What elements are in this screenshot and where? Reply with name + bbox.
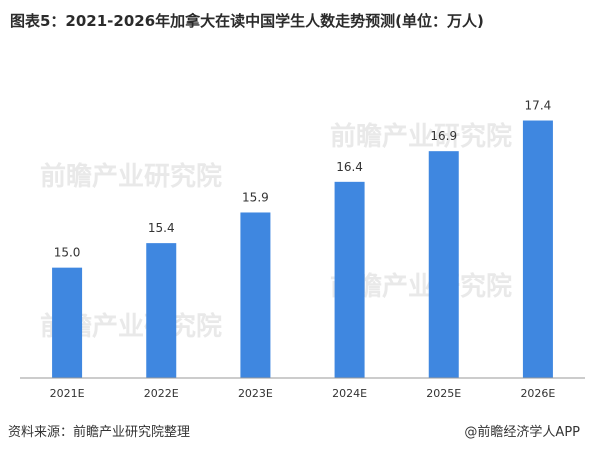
bar-2025E — [428, 151, 459, 378]
x-tick-label: 2025E — [426, 387, 461, 400]
data-label: 15.4 — [148, 221, 175, 235]
data-label: 15.0 — [54, 246, 81, 260]
chart-title: 图表5：2021-2026年加拿大在读中国学生人数走势预测(单位：万人) — [10, 12, 484, 30]
watermark-text: 前瞻产业研究院 — [330, 121, 512, 152]
bar-2026E — [522, 120, 553, 379]
x-tick-label: 2026E — [520, 387, 555, 400]
x-tick-label: 2022E — [144, 387, 179, 400]
x-tick-label: 2024E — [332, 387, 367, 400]
data-label: 17.4 — [525, 99, 552, 113]
brand-label: @前瞻经济学人APP — [464, 425, 580, 440]
x-tick-label: 2023E — [238, 387, 273, 400]
source-note: 资料来源：前瞻产业研究院整理 — [8, 425, 191, 440]
bars-group: 15.0 2021E 15.4 2022E 15.9 2023E 16.4 2024E 16.9… — [50, 99, 556, 400]
x-tick-label: 2021E — [50, 387, 85, 400]
watermark-text: 前瞻产业研究院 — [40, 161, 222, 192]
data-label: 16.9 — [430, 129, 457, 143]
bar-2024E — [334, 181, 365, 378]
data-label: 15.9 — [242, 190, 269, 204]
data-label: 16.4 — [336, 160, 363, 174]
bar-2023E — [240, 212, 271, 378]
bar-2022E — [146, 243, 177, 378]
bar-2021E — [52, 267, 83, 378]
